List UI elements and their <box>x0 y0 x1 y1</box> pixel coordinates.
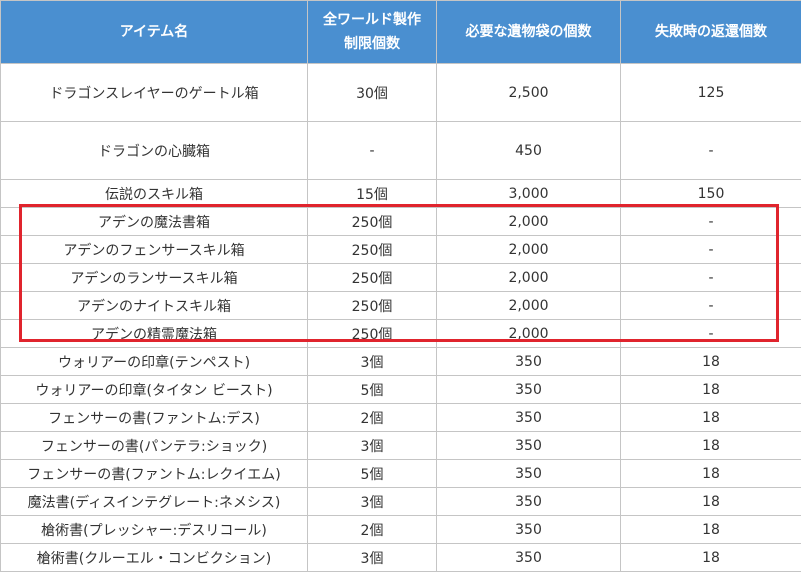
header-craft-limit-line1: 全ワールド製作 <box>323 12 421 28</box>
cell-refund-count: 18 <box>620 431 801 460</box>
cell-craft-limit: 5個 <box>307 375 437 404</box>
cell-craft-limit: 30個 <box>307 63 437 122</box>
cell-item-name: 魔法書(ディスインテグレート:ネメシス) <box>0 487 308 516</box>
cell-required-bags: 350 <box>436 487 621 516</box>
cell-refund-count: - <box>620 121 801 180</box>
cell-required-bags: 2,000 <box>436 291 621 320</box>
cell-item-name: フェンサーの書(ファントム:レクイエム) <box>0 459 308 488</box>
header-item-name: アイテム名 <box>0 0 308 64</box>
table-row: フェンサーの書(ファントム:デス) 2個 350 18 <box>0 403 801 432</box>
cell-craft-limit: 250個 <box>307 263 437 292</box>
table-row: ウォリアーの印章(タイタン ビースト) 5個 350 18 <box>0 375 801 404</box>
cell-item-name: アデンのフェンサースキル箱 <box>0 235 308 264</box>
cell-required-bags: 2,000 <box>436 207 621 236</box>
cell-craft-limit: 3個 <box>307 347 437 376</box>
table-row: 槍術書(クルーエル・コンビクション) 3個 350 18 <box>0 543 801 572</box>
header-craft-limit: 全ワールド製作 制限個数 <box>307 0 437 64</box>
cell-item-name: アデンの精霊魔法箱 <box>0 319 308 348</box>
cell-refund-count: 18 <box>620 347 801 376</box>
cell-refund-count: - <box>620 263 801 292</box>
cell-refund-count: - <box>620 319 801 348</box>
cell-required-bags: 3,000 <box>436 179 621 208</box>
table-row: アデンのフェンサースキル箱 250個 2,000 - <box>0 235 801 264</box>
table-header-row: アイテム名 全ワールド製作 制限個数 必要な遺物袋の個数 失敗時の返還個数 <box>0 0 801 64</box>
header-craft-limit-line2: 制限個数 <box>344 36 400 52</box>
cell-required-bags: 350 <box>436 543 621 572</box>
cell-refund-count: - <box>620 207 801 236</box>
cell-refund-count: 125 <box>620 63 801 122</box>
table-row: アデンのランサースキル箱 250個 2,000 - <box>0 263 801 292</box>
cell-refund-count: 18 <box>620 403 801 432</box>
table-row: ウォリアーの印章(テンペスト) 3個 350 18 <box>0 347 801 376</box>
header-required-bags: 必要な遺物袋の個数 <box>436 0 621 64</box>
cell-craft-limit: 3個 <box>307 487 437 516</box>
cell-required-bags: 450 <box>436 121 621 180</box>
cell-item-name: フェンサーの書(パンテラ:ショック) <box>0 431 308 460</box>
cell-item-name: アデンのランサースキル箱 <box>0 263 308 292</box>
table-row: 伝説のスキル箱 15個 3,000 150 <box>0 179 801 208</box>
cell-item-name: アデンの魔法書箱 <box>0 207 308 236</box>
table-row: アデンの魔法書箱 250個 2,000 - <box>0 207 801 236</box>
cell-refund-count: 18 <box>620 543 801 572</box>
table-row: ドラゴンスレイヤーのゲートル箱 30個 2,500 125 <box>0 63 801 122</box>
table-row: 魔法書(ディスインテグレート:ネメシス) 3個 350 18 <box>0 487 801 516</box>
table-row: フェンサーの書(ファントム:レクイエム) 5個 350 18 <box>0 459 801 488</box>
table-row: ドラゴンの心臓箱 - 450 - <box>0 121 801 180</box>
cell-item-name: ドラゴンの心臓箱 <box>0 121 308 180</box>
cell-craft-limit: 3個 <box>307 431 437 460</box>
cell-item-name: 槍術書(プレッシャー:デスリコール) <box>0 515 308 544</box>
cell-item-name: 伝説のスキル箱 <box>0 179 308 208</box>
cell-item-name: ドラゴンスレイヤーのゲートル箱 <box>0 63 308 122</box>
cell-required-bags: 350 <box>436 375 621 404</box>
cell-craft-limit: 2個 <box>307 515 437 544</box>
table-row: フェンサーの書(パンテラ:ショック) 3個 350 18 <box>0 431 801 460</box>
cell-required-bags: 350 <box>436 347 621 376</box>
cell-required-bags: 2,500 <box>436 63 621 122</box>
cell-refund-count: 18 <box>620 459 801 488</box>
table-row: 槍術書(プレッシャー:デスリコール) 2個 350 18 <box>0 515 801 544</box>
cell-required-bags: 350 <box>436 459 621 488</box>
cell-item-name: ウォリアーの印章(タイタン ビースト) <box>0 375 308 404</box>
cell-required-bags: 350 <box>436 403 621 432</box>
table-row: アデンのナイトスキル箱 250個 2,000 - <box>0 291 801 320</box>
cell-refund-count: 150 <box>620 179 801 208</box>
cell-craft-limit: 250個 <box>307 207 437 236</box>
cell-craft-limit: 3個 <box>307 543 437 572</box>
cell-craft-limit: - <box>307 121 437 180</box>
cell-craft-limit: 250個 <box>307 235 437 264</box>
cell-required-bags: 2,000 <box>436 235 621 264</box>
cell-required-bags: 350 <box>436 515 621 544</box>
cell-refund-count: - <box>620 235 801 264</box>
cell-craft-limit: 2個 <box>307 403 437 432</box>
cell-craft-limit: 250個 <box>307 291 437 320</box>
cell-required-bags: 2,000 <box>436 319 621 348</box>
cell-item-name: 槍術書(クルーエル・コンビクション) <box>0 543 308 572</box>
header-refund-count: 失敗時の返還個数 <box>620 0 801 64</box>
cell-refund-count: 18 <box>620 375 801 404</box>
cell-item-name: アデンのナイトスキル箱 <box>0 291 308 320</box>
cell-required-bags: 2,000 <box>436 263 621 292</box>
cell-refund-count: 18 <box>620 487 801 516</box>
cell-craft-limit: 5個 <box>307 459 437 488</box>
cell-required-bags: 350 <box>436 431 621 460</box>
cell-item-name: ウォリアーの印章(テンペスト) <box>0 347 308 376</box>
cell-item-name: フェンサーの書(ファントム:デス) <box>0 403 308 432</box>
cell-craft-limit: 15個 <box>307 179 437 208</box>
table-row: アデンの精霊魔法箱 250個 2,000 - <box>0 319 801 348</box>
cell-craft-limit: 250個 <box>307 319 437 348</box>
cell-refund-count: - <box>620 291 801 320</box>
cell-refund-count: 18 <box>620 515 801 544</box>
